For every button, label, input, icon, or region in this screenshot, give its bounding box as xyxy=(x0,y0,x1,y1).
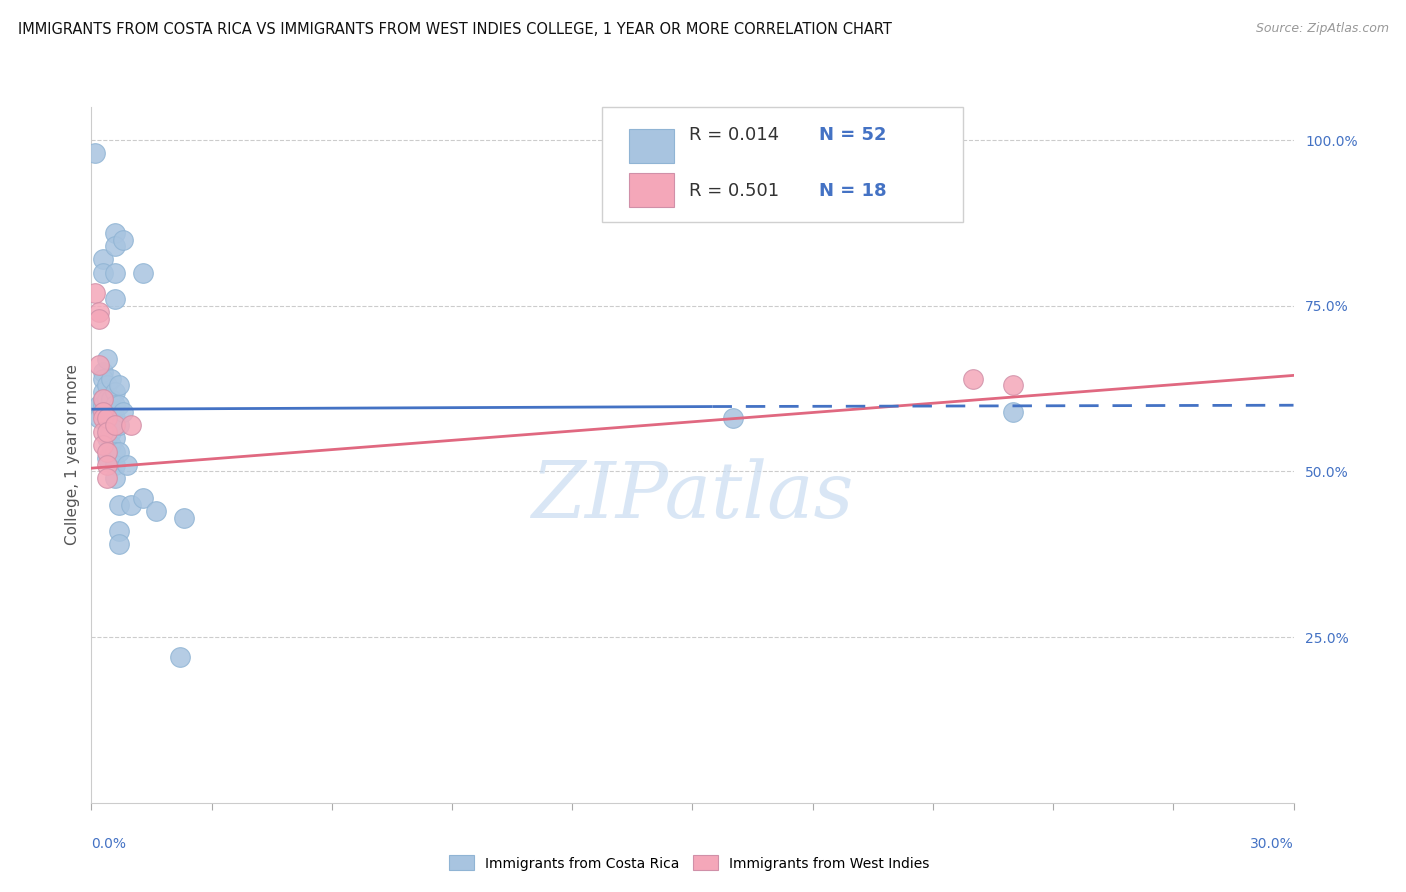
Point xyxy=(108,498,131,512)
Point xyxy=(108,524,131,538)
Point xyxy=(96,471,118,485)
Point xyxy=(112,233,135,247)
Y-axis label: College, 1 year or more: College, 1 year or more xyxy=(65,365,80,545)
Point xyxy=(96,425,118,439)
Point xyxy=(169,650,191,665)
Text: R = 0.501: R = 0.501 xyxy=(689,182,779,200)
Point xyxy=(89,398,111,412)
Point xyxy=(108,378,131,392)
FancyBboxPatch shape xyxy=(628,129,675,162)
Point xyxy=(962,372,984,386)
Point xyxy=(104,266,127,280)
Point xyxy=(96,418,118,433)
Point xyxy=(93,252,115,267)
Point xyxy=(173,511,195,525)
Point xyxy=(96,444,118,458)
Point xyxy=(93,405,115,419)
Point xyxy=(104,431,127,445)
Text: N = 52: N = 52 xyxy=(818,126,886,144)
Text: 30.0%: 30.0% xyxy=(1250,837,1294,851)
Point xyxy=(96,451,118,466)
Point xyxy=(104,384,127,399)
Point xyxy=(1001,378,1024,392)
Point xyxy=(104,471,127,485)
Point xyxy=(108,444,131,458)
Point xyxy=(96,431,118,445)
Point xyxy=(104,292,127,306)
Point xyxy=(104,239,127,253)
Point xyxy=(96,411,118,425)
Point xyxy=(96,392,118,406)
Point xyxy=(100,425,122,439)
Point xyxy=(93,384,115,399)
Point xyxy=(100,418,122,433)
Point xyxy=(93,438,115,452)
Point xyxy=(104,398,127,412)
Point xyxy=(93,411,115,425)
Point xyxy=(84,146,107,161)
Point xyxy=(96,405,118,419)
Point xyxy=(93,266,115,280)
Point xyxy=(96,351,118,366)
Point xyxy=(121,418,143,433)
Point xyxy=(117,458,139,472)
Point xyxy=(100,438,122,452)
Legend: Immigrants from Costa Rica, Immigrants from West Indies: Immigrants from Costa Rica, Immigrants f… xyxy=(443,850,935,876)
Text: 0.0%: 0.0% xyxy=(91,837,127,851)
Point xyxy=(89,305,111,319)
Point xyxy=(93,372,115,386)
FancyBboxPatch shape xyxy=(628,173,675,207)
Point xyxy=(89,312,111,326)
Point xyxy=(104,226,127,240)
Point xyxy=(108,418,131,433)
Point xyxy=(104,458,127,472)
FancyBboxPatch shape xyxy=(602,107,963,222)
Text: N = 18: N = 18 xyxy=(818,182,886,200)
Point xyxy=(104,411,127,425)
Point xyxy=(89,359,111,373)
Point xyxy=(145,504,167,518)
Point xyxy=(84,285,107,300)
Point xyxy=(721,411,744,425)
Point xyxy=(132,491,155,505)
Point xyxy=(112,405,135,419)
Point xyxy=(93,398,115,412)
Point xyxy=(108,398,131,412)
Point xyxy=(104,444,127,458)
Point xyxy=(100,392,122,406)
Point xyxy=(93,365,115,379)
Text: ZIPatlas: ZIPatlas xyxy=(531,458,853,535)
Point xyxy=(93,392,115,406)
Point xyxy=(93,425,115,439)
Point xyxy=(121,498,143,512)
Text: Source: ZipAtlas.com: Source: ZipAtlas.com xyxy=(1256,22,1389,36)
Point xyxy=(100,372,122,386)
Text: R = 0.014: R = 0.014 xyxy=(689,126,779,144)
Point xyxy=(132,266,155,280)
Point xyxy=(104,418,127,433)
Text: IMMIGRANTS FROM COSTA RICA VS IMMIGRANTS FROM WEST INDIES COLLEGE, 1 YEAR OR MOR: IMMIGRANTS FROM COSTA RICA VS IMMIGRANTS… xyxy=(18,22,893,37)
Point xyxy=(93,392,115,406)
Point xyxy=(108,537,131,551)
Point xyxy=(96,458,118,472)
Point xyxy=(96,378,118,392)
Point xyxy=(89,411,111,425)
Point xyxy=(1001,405,1024,419)
Point xyxy=(100,405,122,419)
